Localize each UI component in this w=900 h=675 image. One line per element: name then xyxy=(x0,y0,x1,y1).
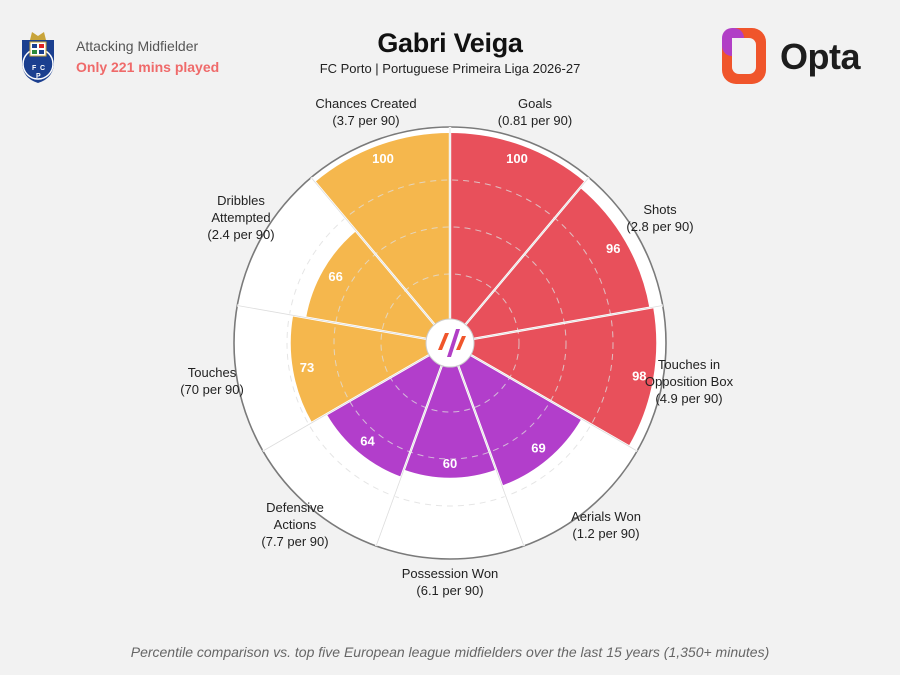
divider-shade-1 xyxy=(449,177,590,344)
percentile-value-8: 100 xyxy=(372,151,394,166)
opta-logo-icon xyxy=(722,28,766,84)
metric-rate-8: (3.7 per 90) xyxy=(332,113,399,128)
metric-label-2-b: Opposition Box xyxy=(645,374,734,389)
metric-rate-0: (0.81 per 90) xyxy=(498,113,572,128)
radar-wedges xyxy=(290,133,657,486)
wedge-5 xyxy=(326,354,443,477)
percentile-value-0: 100 xyxy=(506,151,528,166)
center-logo xyxy=(425,318,475,368)
metric-label-5: Defensive xyxy=(266,500,324,515)
metric-labels: Goals (0.81 per 90) Shots (2.8 per 90) Touch… xyxy=(180,96,733,598)
divider-shade-2 xyxy=(449,305,663,344)
metric-label-3: Aerials Won xyxy=(571,509,641,524)
grid-ring-shade-1 xyxy=(333,226,567,460)
percentile-value-7: 66 xyxy=(328,269,342,284)
metric-label-7-b: Attempted xyxy=(211,210,270,225)
grid-ring-2 xyxy=(286,179,614,507)
radar-dividers xyxy=(237,127,663,547)
metric-rate-6: (70 per 90) xyxy=(180,382,244,397)
metric-label-1: Shots xyxy=(643,202,677,217)
footnote: Percentile comparison vs. top five Europ… xyxy=(130,644,770,660)
metric-rate-7: (2.4 per 90) xyxy=(207,227,274,242)
svg-text:F: F xyxy=(32,65,37,72)
metric-label-0: Goals xyxy=(518,96,552,111)
club-crest-logo: F C P xyxy=(22,32,54,83)
percentile-value-5: 64 xyxy=(360,433,375,448)
opta-brand-text: Opta xyxy=(780,36,861,77)
center-disc xyxy=(425,318,475,368)
svg-text:C: C xyxy=(40,65,45,72)
divider-shade-7 xyxy=(237,305,451,344)
grid-ring-shade-2 xyxy=(286,179,614,507)
center-mark-c xyxy=(456,336,466,350)
metric-rate-1: (2.8 per 90) xyxy=(626,219,693,234)
metric-rate-2: (4.9 per 90) xyxy=(655,391,722,406)
wedge-3 xyxy=(457,354,582,486)
metric-label-5-b: Actions xyxy=(274,517,317,532)
grid-ring-1 xyxy=(333,226,567,460)
divider-shade-5 xyxy=(375,342,451,547)
wedge-8 xyxy=(315,133,450,327)
percentile-value-6: 73 xyxy=(300,360,314,375)
divider-shade-3 xyxy=(449,342,638,452)
percentile-value-4: 60 xyxy=(443,456,457,471)
wedge-7 xyxy=(306,231,436,340)
wedge-1 xyxy=(464,187,650,340)
wedge-2 xyxy=(469,307,657,447)
club-league-subtitle: FC Porto | Portuguese Primeira Liga 2026… xyxy=(319,61,581,76)
metric-label-7: Dribbles xyxy=(217,193,265,208)
percentile-value-2: 98 xyxy=(632,368,646,383)
percentile-value-1: 96 xyxy=(606,241,620,256)
wedge-6 xyxy=(290,315,431,423)
minutes-played-note: Only 221 mins played xyxy=(76,59,220,75)
metric-label-4: Possession Won xyxy=(402,566,499,581)
percentile-value-3: 69 xyxy=(531,440,545,455)
svg-text:P: P xyxy=(36,73,41,80)
percentile-values: 100 96 98 69 60 64 73 66 100 xyxy=(300,151,647,471)
metric-label-6: Touches xyxy=(188,365,237,380)
metric-label-8: Chances Created xyxy=(315,96,416,111)
wedge-0 xyxy=(450,133,585,327)
divider-shade-4 xyxy=(449,342,525,547)
metric-label-2: Touches in xyxy=(658,357,720,372)
divider-shade-8 xyxy=(310,177,451,344)
player-role: Attacking Midfielder xyxy=(76,38,199,54)
metric-rate-5: (7.7 per 90) xyxy=(261,534,328,549)
metric-rate-3: (1.2 per 90) xyxy=(572,526,639,541)
divider-shade-6 xyxy=(262,342,451,452)
player-name: Gabri Veiga xyxy=(377,28,523,58)
center-mark-b xyxy=(447,329,460,357)
center-mark-a xyxy=(438,333,449,350)
metric-rate-4: (6.1 per 90) xyxy=(416,583,483,598)
wedge-4 xyxy=(403,363,497,478)
